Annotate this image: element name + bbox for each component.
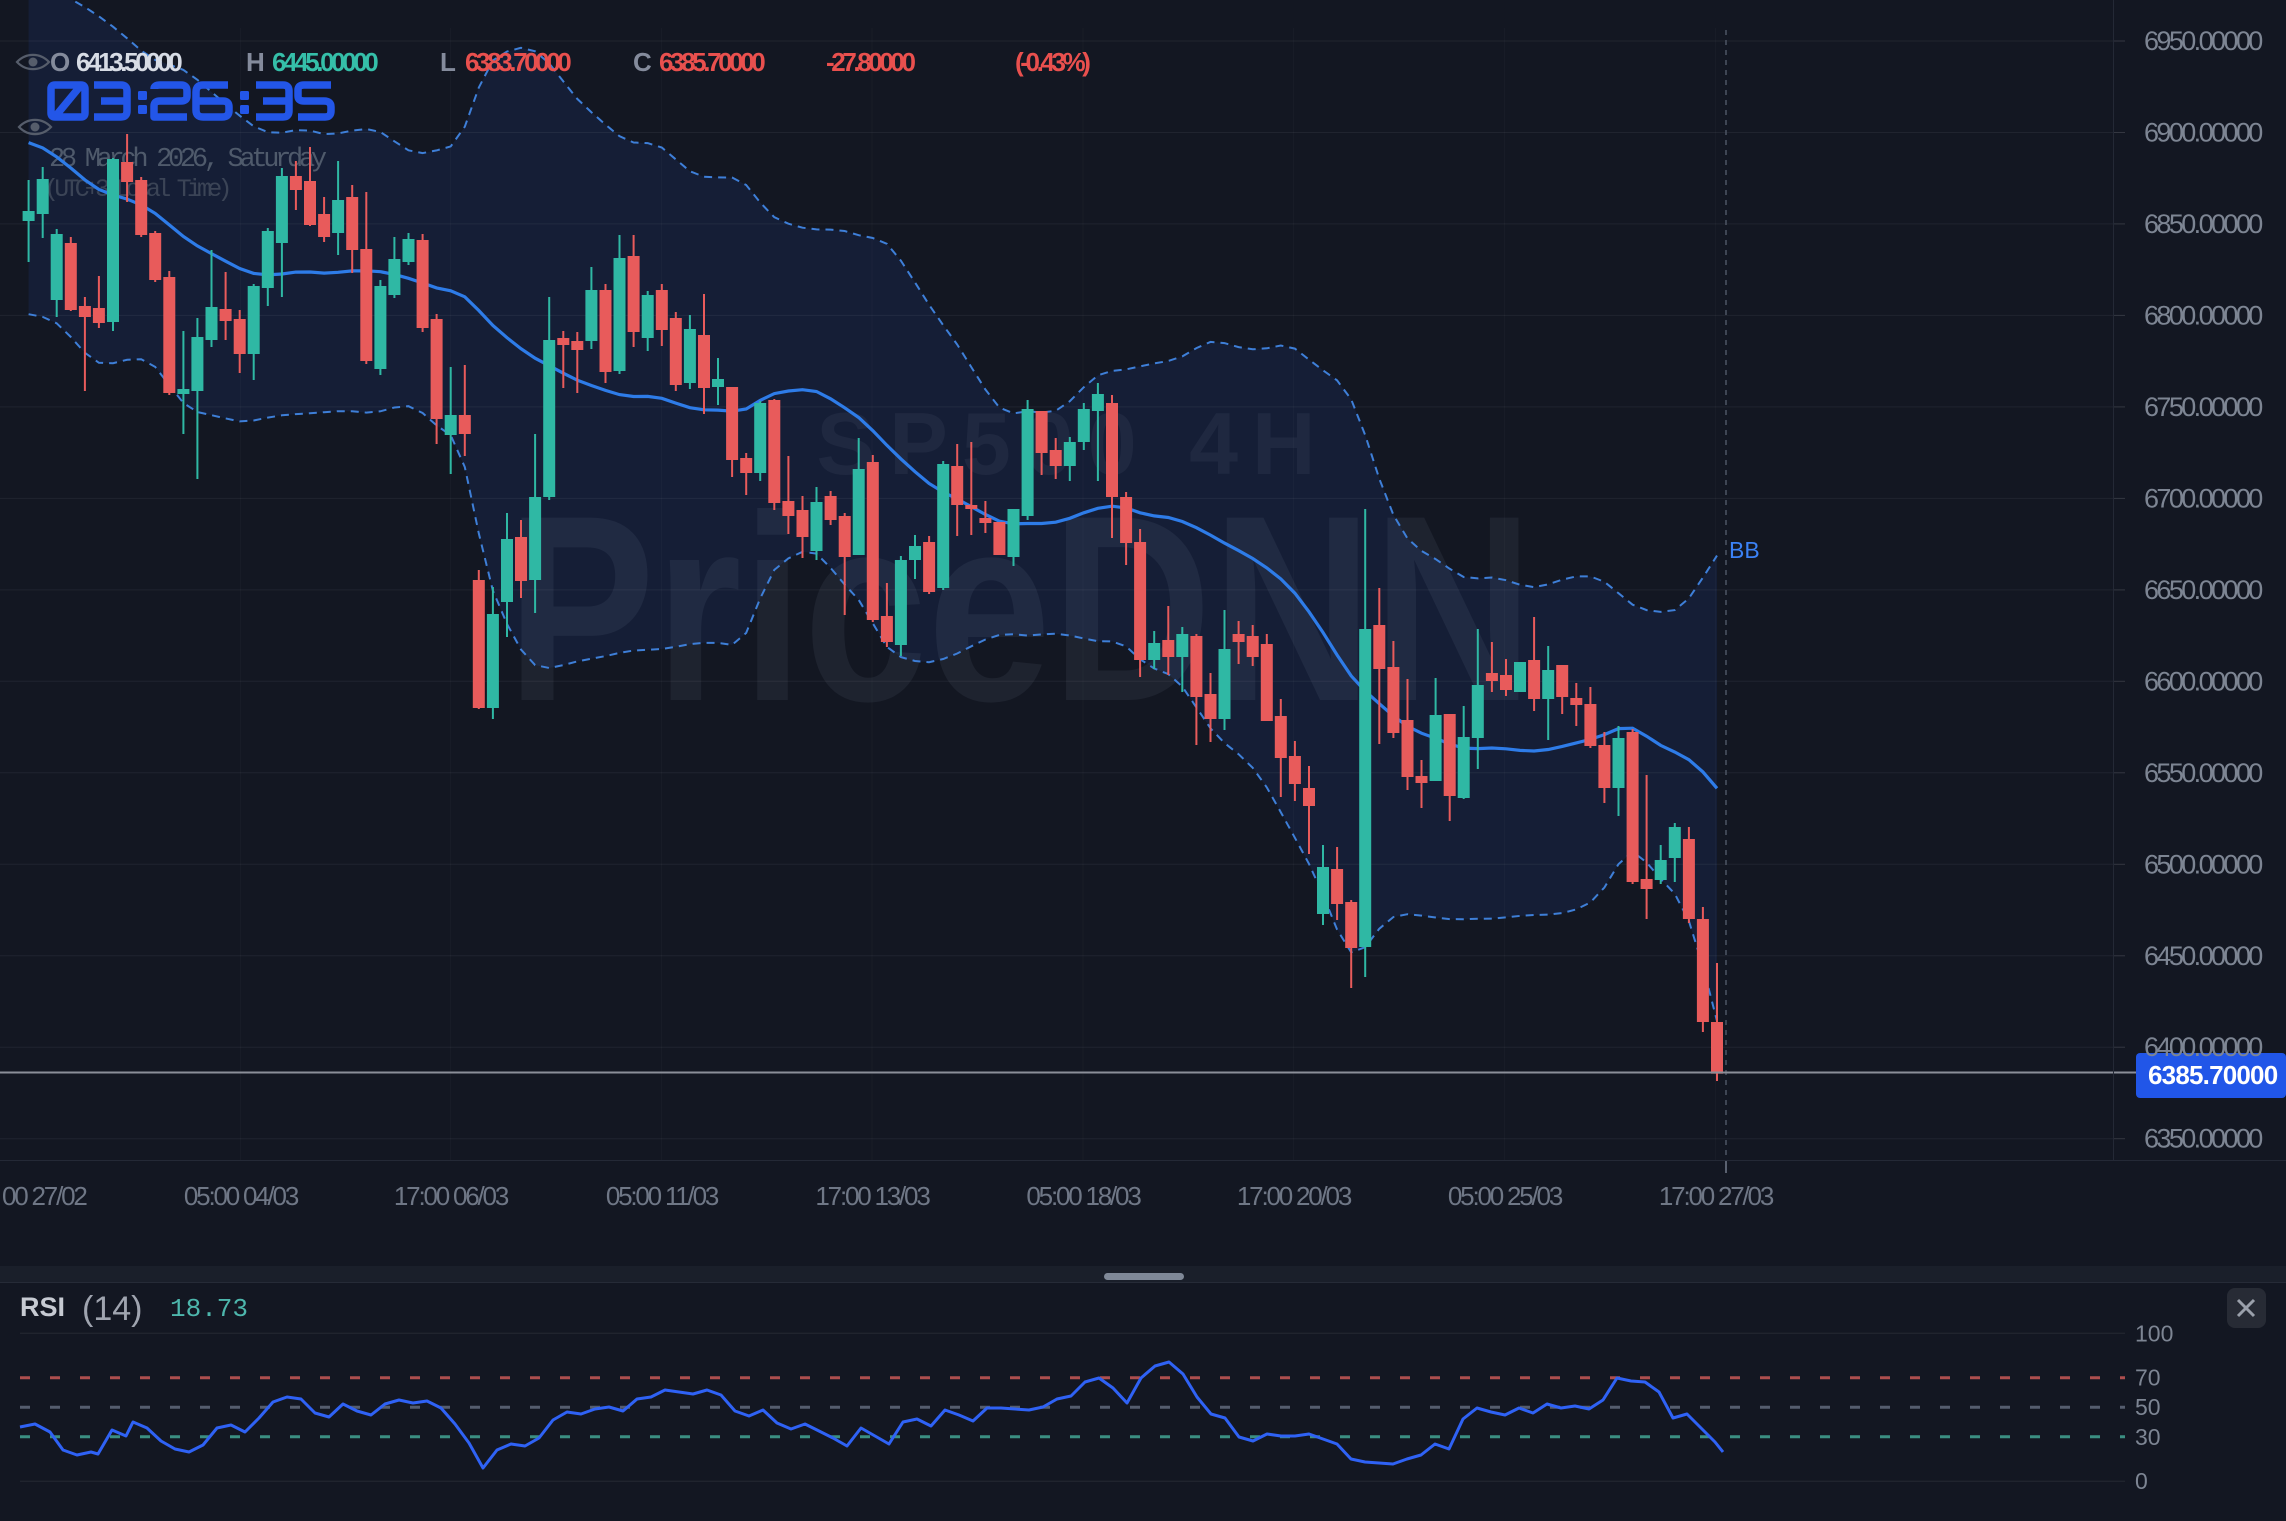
svg-text:17:00 27/03: 17:00 27/03 [1659, 1181, 1774, 1211]
svg-text:6445.00000: 6445.00000 [272, 47, 378, 77]
svg-text:6400.00000: 6400.00000 [2144, 1032, 2262, 1062]
svg-text:6800.00000: 6800.00000 [2144, 300, 2262, 330]
svg-text:6550.00000: 6550.00000 [2144, 758, 2262, 788]
svg-text:17:00 06/03: 17:00 06/03 [394, 1181, 509, 1211]
svg-text:(14): (14) [82, 1290, 142, 1328]
svg-text:70: 70 [2135, 1365, 2161, 1391]
svg-text:6600.00000: 6600.00000 [2144, 666, 2262, 696]
svg-text:6385.70000: 6385.70000 [2148, 1060, 2278, 1090]
svg-text:6350.00000: 6350.00000 [2144, 1124, 2262, 1154]
svg-text:BB: BB [1729, 537, 1760, 563]
svg-text:H: H [246, 47, 264, 77]
svg-text:17:00 13/03: 17:00 13/03 [815, 1181, 930, 1211]
svg-text:6450.00000: 6450.00000 [2144, 941, 2262, 971]
svg-text:6750.00000: 6750.00000 [2144, 392, 2262, 422]
svg-text:05:00 04/03: 05:00 04/03 [184, 1181, 299, 1211]
svg-text:6950.00000: 6950.00000 [2144, 26, 2262, 56]
svg-text:6413.50000: 6413.50000 [76, 47, 182, 77]
svg-text:05:00 11/03: 05:00 11/03 [606, 1181, 719, 1211]
svg-text:100: 100 [2135, 1320, 2173, 1346]
svg-text:6900.00000: 6900.00000 [2144, 118, 2262, 148]
svg-text:-27.80000: -27.80000 [826, 47, 915, 77]
svg-text:28 March 2026, Saturday: 28 March 2026, Saturday [49, 145, 327, 175]
svg-text:05:00 18/03: 05:00 18/03 [1026, 1181, 1141, 1211]
svg-text:6850.00000: 6850.00000 [2144, 209, 2262, 239]
svg-text:0: 0 [2135, 1468, 2148, 1494]
svg-text:00 27/02: 00 27/02 [2, 1181, 87, 1211]
svg-text:6385.70000: 6385.70000 [659, 47, 765, 77]
svg-text:05:00 25/03: 05:00 25/03 [1448, 1181, 1563, 1211]
svg-text:30: 30 [2135, 1424, 2161, 1450]
svg-text:6500.00000: 6500.00000 [2144, 849, 2262, 879]
svg-text:(-0.43%): (-0.43%) [1015, 47, 1090, 77]
svg-text:6700.00000: 6700.00000 [2144, 483, 2262, 513]
svg-text:50: 50 [2135, 1394, 2161, 1420]
svg-text:6650.00000: 6650.00000 [2144, 575, 2262, 605]
svg-text:18.73: 18.73 [170, 1294, 248, 1324]
svg-text:17:00 20/03: 17:00 20/03 [1237, 1181, 1352, 1211]
svg-text:RSI: RSI [20, 1292, 65, 1322]
svg-text:6383.70000: 6383.70000 [465, 47, 571, 77]
